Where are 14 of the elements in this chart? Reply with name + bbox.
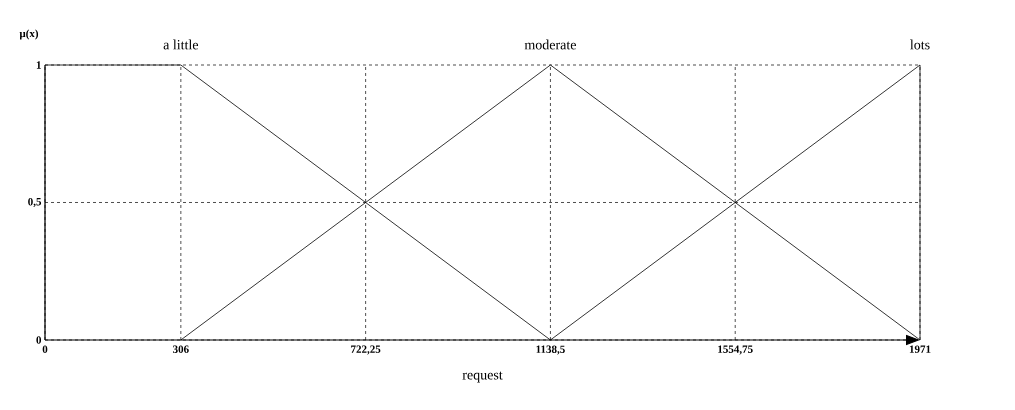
y-axis-title: μ(x) [19,29,39,40]
x-tick-label: 722,25 [351,345,381,355]
x-tick-label: 1971 [909,345,931,353]
series-label: lots [910,39,930,50]
x-axis-title: request [462,371,503,383]
x-tick-label: 0 [42,345,48,353]
y-tick-label: 1 [36,61,41,69]
y-tick-label: 0,5 [28,198,42,208]
y-tick-label: 0 [36,336,42,344]
series-label: moderate [524,39,576,50]
x-tick-label: 306 [173,345,189,353]
x-tick-label: 1554,75 [718,345,753,355]
series-label: a little [163,39,199,50]
x-tick-label: 1138,5 [536,345,565,355]
